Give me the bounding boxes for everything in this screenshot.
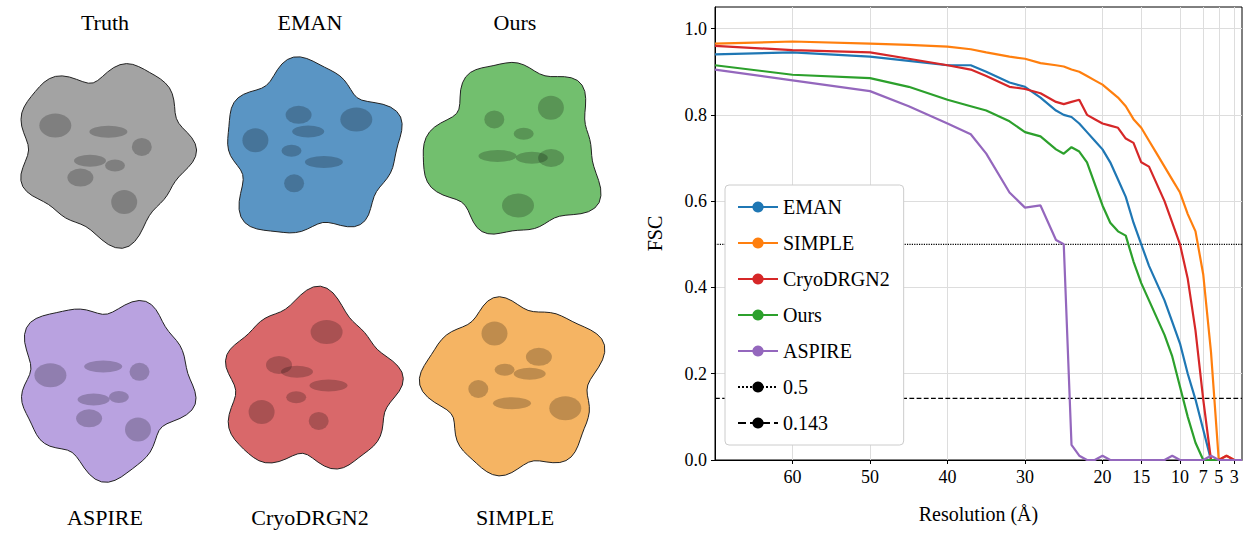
svg-text:1.0: 1.0: [685, 19, 708, 39]
svg-text:Ours: Ours: [494, 10, 537, 35]
svg-text:5: 5: [1214, 467, 1223, 487]
svg-text:40: 40: [939, 467, 957, 487]
svg-text:0.0: 0.0: [685, 450, 708, 470]
svg-text:0.143: 0.143: [783, 412, 828, 434]
svg-text:SIMPLE: SIMPLE: [783, 232, 854, 254]
svg-text:Ours: Ours: [783, 304, 822, 326]
svg-text:CryoDRGN2: CryoDRGN2: [783, 268, 890, 291]
svg-text:Truth: Truth: [81, 10, 129, 35]
svg-text:50: 50: [861, 467, 879, 487]
svg-text:30: 30: [1016, 467, 1034, 487]
svg-text:60: 60: [784, 467, 802, 487]
svg-text:CryoDRGN2: CryoDRGN2: [251, 505, 368, 530]
svg-text:15: 15: [1132, 467, 1150, 487]
svg-text:0.4: 0.4: [685, 277, 708, 297]
svg-text:ASPIRE: ASPIRE: [67, 505, 143, 530]
svg-text:FSC: FSC: [644, 216, 666, 252]
svg-text:10: 10: [1171, 467, 1189, 487]
svg-text:EMAN: EMAN: [278, 10, 343, 35]
svg-text:EMAN: EMAN: [783, 196, 842, 218]
svg-text:0.6: 0.6: [685, 191, 708, 211]
svg-text:3: 3: [1230, 467, 1239, 487]
svg-text:0.2: 0.2: [685, 364, 708, 384]
svg-text:SIMPLE: SIMPLE: [476, 505, 554, 530]
svg-text:20: 20: [1094, 467, 1112, 487]
svg-text:0.8: 0.8: [685, 105, 708, 125]
svg-text:0.5: 0.5: [783, 376, 808, 398]
svg-text:ASPIRE: ASPIRE: [783, 340, 852, 362]
svg-text:7: 7: [1199, 467, 1208, 487]
svg-text:Resolution (Å): Resolution (Å): [919, 503, 1038, 526]
